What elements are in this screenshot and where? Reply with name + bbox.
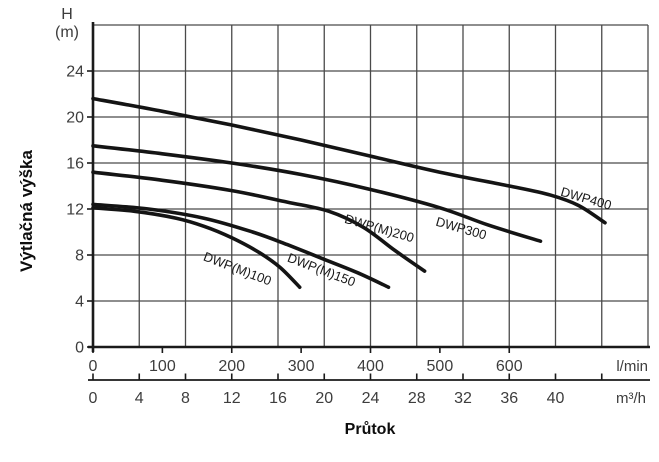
- x-tick-label-m3h: 12: [223, 390, 241, 407]
- y-tick-label: 0: [75, 340, 84, 357]
- x-tick-label-lmin: 100: [149, 358, 176, 375]
- x-unit-m3h-label: m³/h: [616, 390, 646, 407]
- y-axis-title: Výtlačná výška: [17, 150, 36, 272]
- x-tick-label-m3h: 8: [181, 390, 190, 407]
- x-tick-label-m3h: 0: [89, 390, 98, 407]
- x-tick-label-m3h: 24: [362, 390, 380, 407]
- y-tick-label: 12: [66, 202, 84, 219]
- x-tick-label-lmin: 400: [357, 358, 384, 375]
- x-tick-label-m3h: 32: [454, 390, 472, 407]
- pump-curve-dwp400: [91, 96, 607, 225]
- x-tick-label-m3h: 20: [315, 390, 333, 407]
- x-tick-label-lmin: 600: [496, 358, 523, 375]
- x-tick-label-m3h: 28: [408, 390, 426, 407]
- y-tick-label: 24: [66, 64, 84, 81]
- y-tick-label: 20: [66, 110, 84, 127]
- pump-curve-dwpm200: [91, 170, 427, 273]
- x-tick-label-lmin: 300: [288, 358, 315, 375]
- x-tick-label-m3h: 16: [269, 390, 287, 407]
- x-tick-label-lmin: 0: [89, 358, 98, 375]
- y-tick-label: 16: [66, 156, 84, 173]
- y-tick-label: 4: [75, 294, 84, 311]
- x-unit-lmin-label: l/min: [616, 358, 648, 375]
- x-tick-label-m3h: 40: [547, 390, 565, 407]
- x-tick-label-lmin: 200: [218, 358, 245, 375]
- grid-layer: [93, 24, 649, 347]
- x-tick-label-m3h: 36: [500, 390, 518, 407]
- x-tick-label-lmin: 500: [427, 358, 454, 375]
- curve-label-dwp300: DWP300: [434, 214, 488, 243]
- pump-curve-dwpm100: [91, 206, 302, 289]
- y-unit-meters: (m): [55, 24, 79, 41]
- x-axis-title: Průtok: [344, 421, 396, 438]
- x-tick-label-m3h: 4: [135, 390, 144, 407]
- y-unit-symbol: H: [61, 6, 73, 23]
- pump-curve-dwp300: [91, 144, 543, 243]
- y-tick-label: 8: [75, 248, 84, 265]
- axis-layer: 0 4 8 12 16 20 24 0 100 200 300 400 500 600 0 4 8 12 16 20 2…: [66, 22, 650, 407]
- pump-curve-dwpm150: [91, 202, 391, 289]
